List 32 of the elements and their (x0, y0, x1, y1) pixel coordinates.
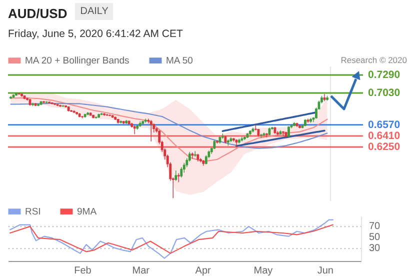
legend-label: MA 50 (166, 56, 193, 67)
candlestick (133, 125, 136, 135)
y-tick-label: 70 (369, 220, 381, 232)
legend-label: 9MA (77, 206, 98, 218)
x-tick-label: Apr (195, 266, 212, 276)
x-tick-label: Jun (317, 266, 334, 276)
x-tick-label: Mar (132, 266, 150, 276)
legend-label: MA 20 + Bollinger Bands (25, 56, 130, 67)
y-tick-label: 0.7030 (368, 87, 400, 99)
x-tick-label: May (254, 266, 273, 276)
chart-subtitle: Friday, June 5, 2020 6:41:42 AM CET (8, 28, 183, 40)
candlestick (174, 170, 178, 182)
y-tick-label: 0.6570 (368, 118, 400, 131)
candlestick (150, 120, 152, 142)
line-series (222, 111, 318, 132)
line-series (236, 130, 326, 147)
y-tick-label: 0.6250 (368, 141, 400, 153)
y-tick-label: 0.6410 (368, 130, 400, 142)
candlestick (180, 166, 183, 178)
chart-title: AUD/USD (8, 6, 68, 21)
text: DAILY (75, 3, 114, 20)
y-tick-label: 30 (369, 242, 381, 254)
x-tick-label: Feb (74, 266, 92, 276)
candlestick (323, 94, 326, 102)
y-tick-label: 50 (369, 232, 381, 243)
line-series (10, 102, 328, 149)
legend-label: RSI (25, 206, 41, 218)
y-tick-label: 0.7290 (368, 69, 400, 81)
candlestick (235, 139, 238, 148)
line-series (10, 97, 328, 162)
text: Research © 2020 (340, 55, 407, 65)
candlestick (288, 126, 290, 137)
